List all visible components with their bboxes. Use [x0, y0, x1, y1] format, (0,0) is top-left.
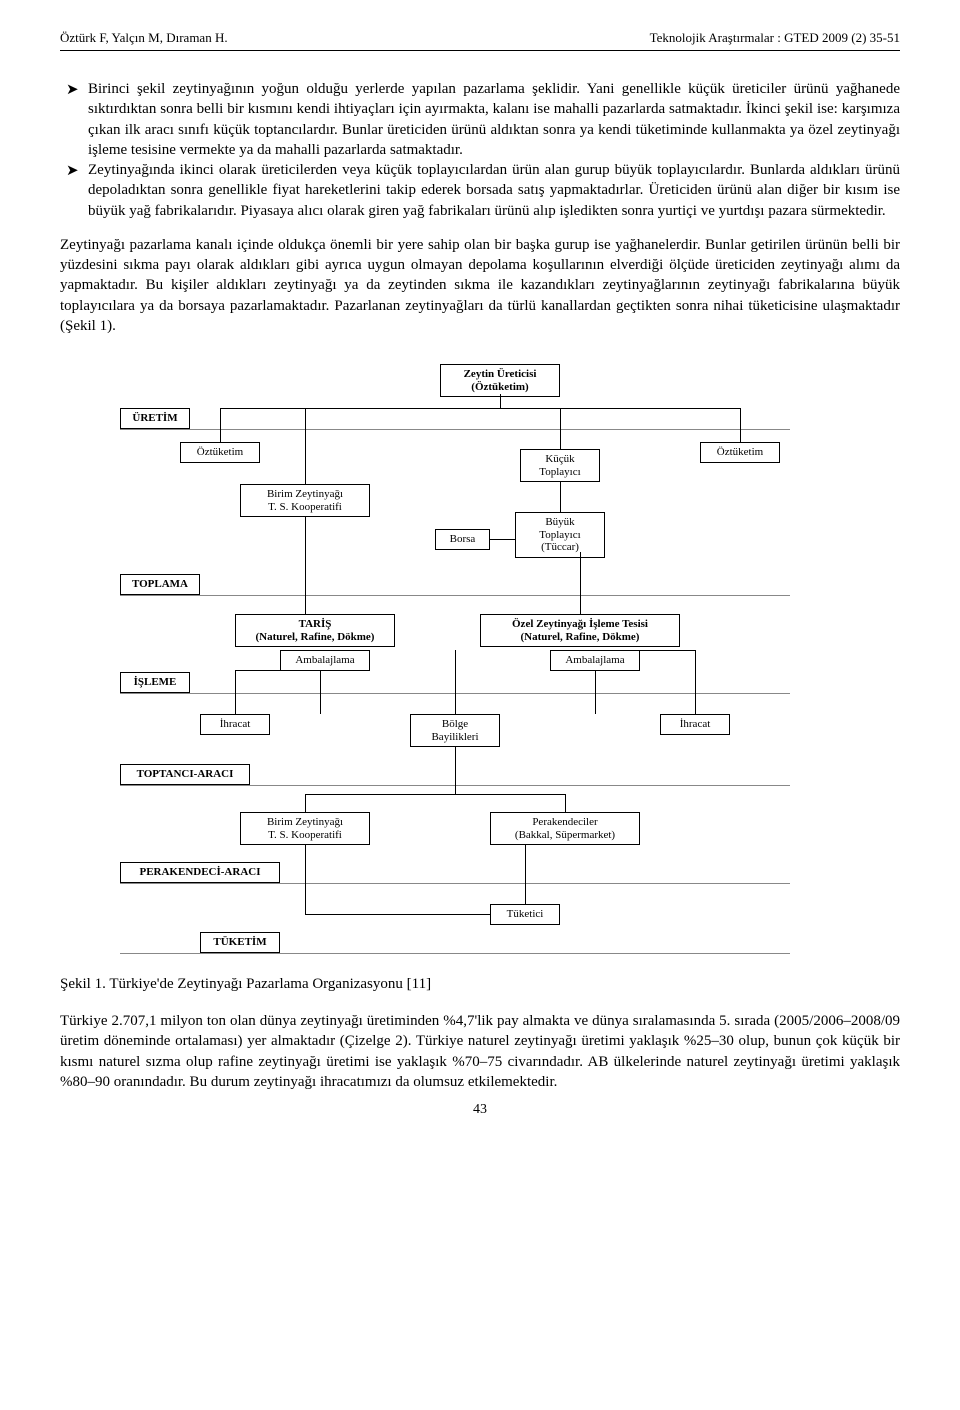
node-zeytin-ureticisi: Zeytin Üreticisi(Öztüketim) — [440, 364, 560, 397]
node-buyuk-toplayici: BüyükToplayıcı(Tüccar) — [515, 512, 605, 558]
edge — [235, 670, 320, 671]
node-toptanci-araci: TOPTANCI-ARACI — [120, 764, 250, 785]
edge — [560, 481, 561, 512]
node-ambalaj-left: Ambalajlama — [280, 650, 370, 671]
edge — [455, 650, 456, 714]
edge — [560, 408, 561, 449]
edge — [565, 794, 566, 812]
edge — [640, 650, 695, 651]
node-tuketici: Tüketici — [490, 904, 560, 925]
paragraph: Türkiye 2.707,1 milyon ton olan dünya ze… — [60, 1011, 900, 1092]
stage-line — [120, 883, 790, 884]
edge — [595, 670, 596, 714]
node-isleme: İŞLEME — [120, 672, 190, 693]
edge — [740, 408, 741, 442]
edge — [305, 516, 306, 614]
stage-line — [120, 953, 790, 954]
node-borsa: Borsa — [435, 529, 490, 550]
node-tuketim: TÜKETİM — [200, 932, 280, 953]
flowchart-figure: Zeytin Üreticisi(Öztüketim) ÜRETİM Öztük… — [60, 364, 900, 964]
bullet-item: Zeytinyağında ikinci olarak üreticilerde… — [60, 160, 900, 221]
bullet-list: Birinci şekil zeytinyağının yoğun olduğu… — [60, 79, 900, 221]
node-perakendeciler: Perakendeciler(Bakkal, Süpermarket) — [490, 812, 640, 845]
edge — [305, 844, 306, 914]
node-kucuk-toplayici: KüçükToplayıcı — [520, 449, 600, 482]
node-birim-koop-1: Birim ZeytinyağıT. S. Kooperatifi — [240, 484, 370, 517]
page-header: Öztürk F, Yalçın M, Dıraman H. Teknoloji… — [60, 30, 900, 51]
node-ozel-tesis: Özel Zeytinyağı İşleme Tesisi(Naturel, R… — [480, 614, 680, 647]
edge — [580, 552, 581, 614]
page-number: 43 — [60, 1102, 900, 1118]
bullet-item: Birinci şekil zeytinyağının yoğun olduğu… — [60, 79, 900, 160]
edge — [305, 914, 490, 915]
edge — [235, 670, 236, 714]
node-ihracat-right: İhracat — [660, 714, 730, 735]
node-ambalaj-right: Ambalajlama — [550, 650, 640, 671]
edge — [305, 794, 565, 795]
edge — [305, 794, 306, 812]
edge — [525, 844, 526, 904]
stage-line — [120, 595, 790, 596]
edge — [320, 670, 321, 714]
node-uretim: ÜRETİM — [120, 408, 190, 429]
header-authors: Öztürk F, Yalçın M, Dıraman H. — [60, 30, 228, 46]
node-toplama: TOPLAMA — [120, 574, 200, 595]
edge — [220, 408, 221, 442]
edge — [220, 408, 740, 409]
node-taris: TARİŞ(Naturel, Rafine, Dökme) — [235, 614, 395, 647]
edge — [490, 539, 515, 540]
node-oztuketim-right: Öztüketim — [700, 442, 780, 463]
node-perakendeci-araci: PERAKENDECİ-ARACI — [120, 862, 280, 883]
node-oztuketim-left: Öztüketim — [180, 442, 260, 463]
header-journal: Teknolojik Araştırmalar : GTED 2009 (2) … — [650, 30, 900, 46]
node-bolge-bayilikleri: BölgeBayilikleri — [410, 714, 500, 747]
figure-caption: Şekil 1. Türkiye'de Zeytinyağı Pazarlama… — [60, 976, 900, 993]
node-birim-koop-2: Birim ZeytinyağıT. S. Kooperatifi — [240, 812, 370, 845]
edge — [500, 394, 501, 408]
edge — [695, 650, 696, 714]
edge — [455, 746, 456, 794]
edge — [305, 408, 306, 484]
node-ihracat-left: İhracat — [200, 714, 270, 735]
paragraph: Zeytinyağı pazarlama kanalı içinde olduk… — [60, 235, 900, 336]
